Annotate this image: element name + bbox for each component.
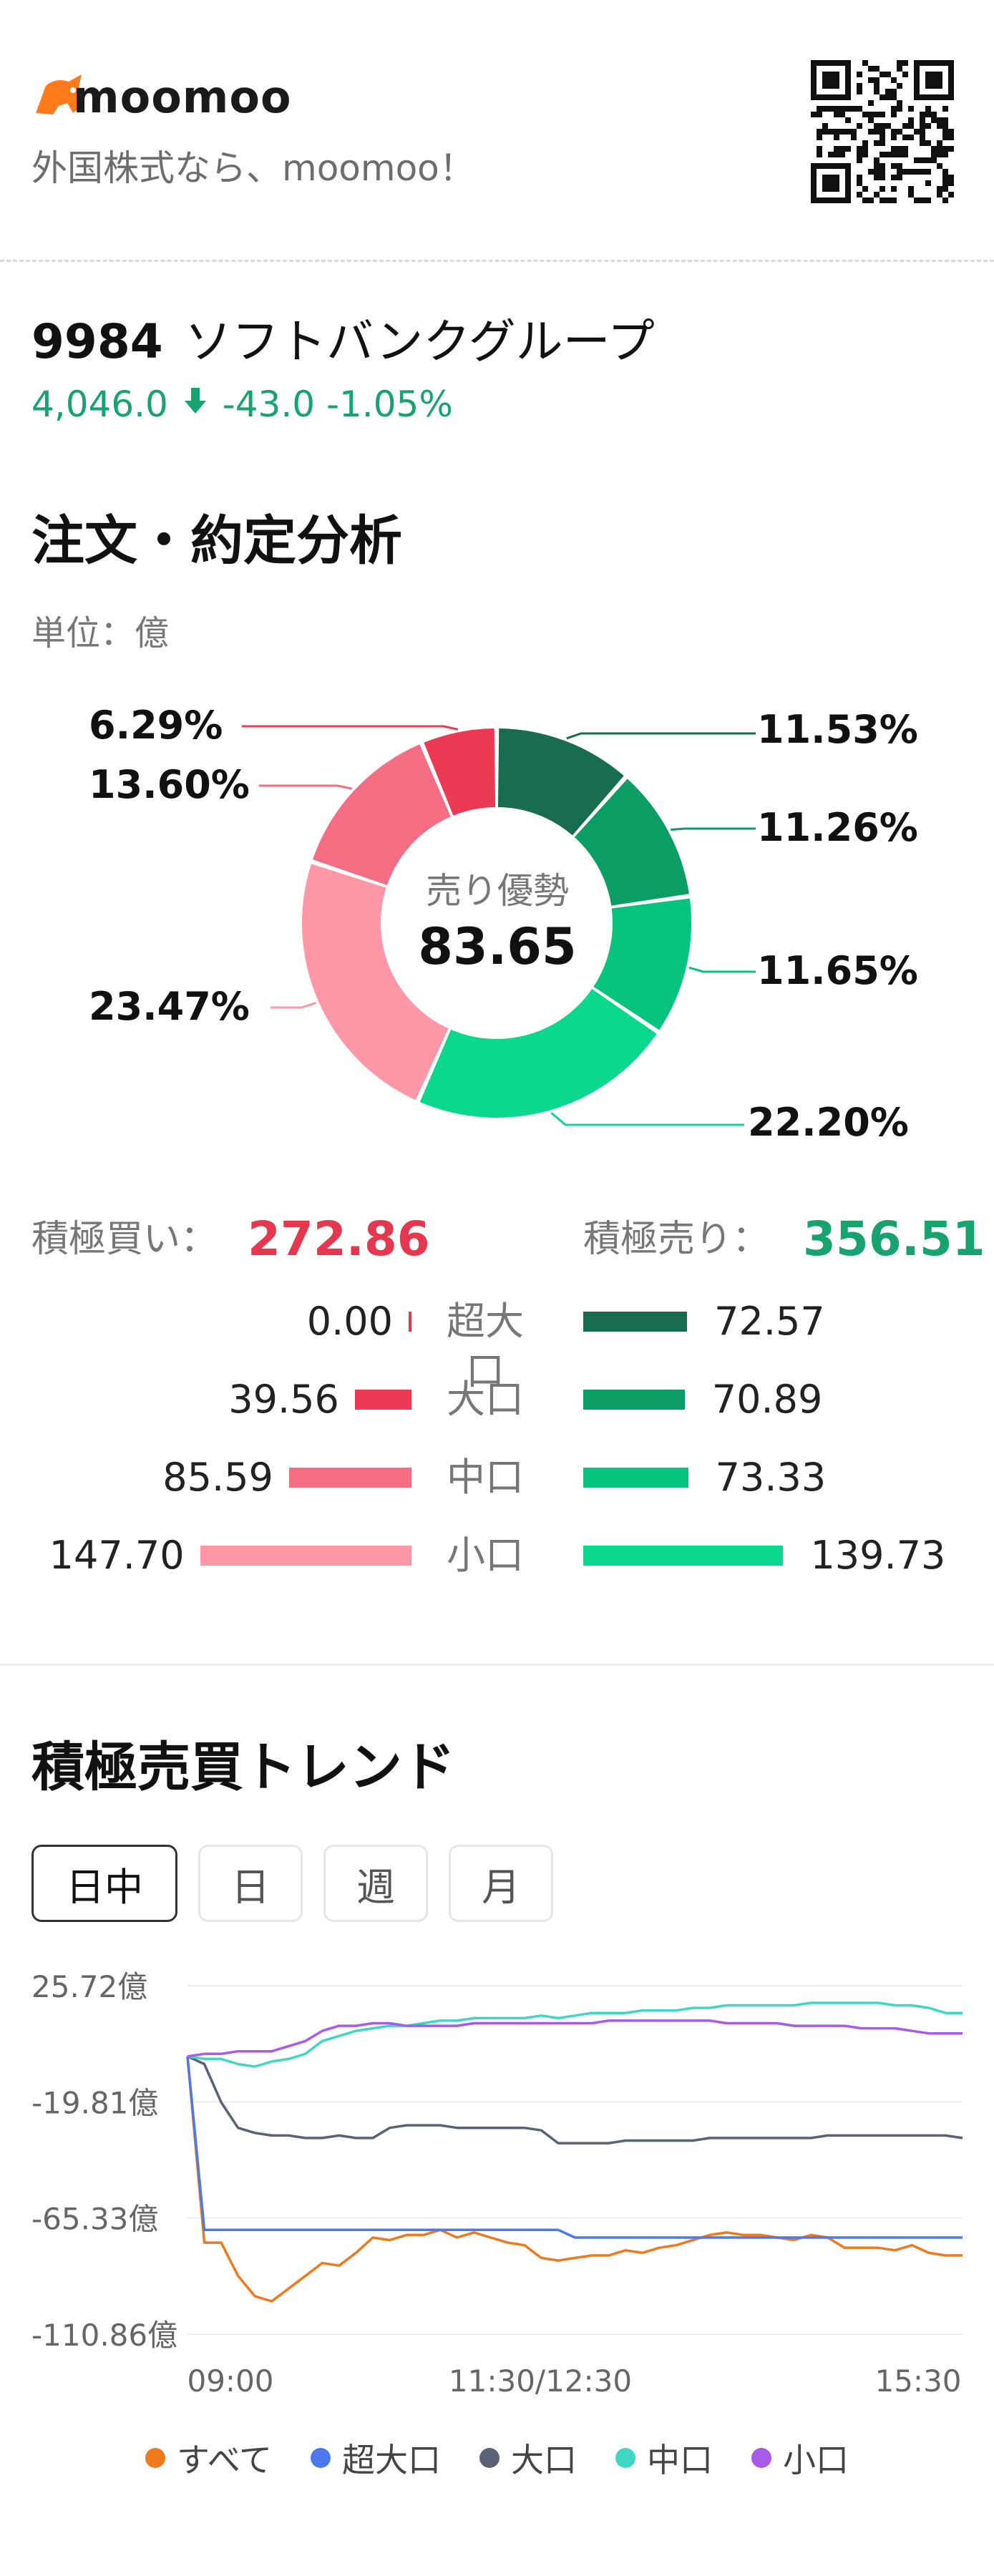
donut-segment-1 bbox=[574, 779, 689, 906]
series-line-4 bbox=[187, 2019, 963, 2058]
legend-label: 中口 bbox=[646, 2441, 713, 2479]
brand-name: moomoo bbox=[73, 71, 292, 123]
analysis-title: 注文・約定分析 bbox=[31, 510, 402, 572]
stock-price: 4,046.0 bbox=[31, 384, 168, 425]
legend-label: 超大口 bbox=[341, 2441, 441, 2479]
donut-segment-2 bbox=[593, 898, 691, 1030]
donut-leader-6 bbox=[242, 725, 459, 731]
arrow-down-icon bbox=[184, 388, 206, 414]
donut-label-4: 23.47% bbox=[89, 984, 250, 1029]
size-label: 超大口 bbox=[447, 1299, 524, 1394]
donut-label-1: 11.26% bbox=[757, 805, 918, 850]
header-divider bbox=[0, 260, 994, 262]
series-line-0 bbox=[186, 2056, 963, 2303]
sell-total: 356.51 bbox=[803, 1211, 985, 1267]
donut-leader-0 bbox=[566, 732, 756, 740]
stock-change: -43.0 bbox=[222, 384, 316, 425]
donut-segment-4 bbox=[301, 864, 449, 1101]
sell-value: 139.73 bbox=[810, 1533, 946, 1578]
legend-dot-icon bbox=[145, 2448, 166, 2468]
buy-bar bbox=[354, 1390, 411, 1410]
legend-label: 大口 bbox=[510, 2441, 577, 2479]
size-label: 中口 bbox=[447, 1455, 524, 1500]
sell-value: 70.89 bbox=[711, 1377, 823, 1422]
tab-day[interactable]: 日 bbox=[198, 1845, 303, 1922]
tab-week[interactable]: 週 bbox=[323, 1845, 428, 1922]
donut-segment-6 bbox=[424, 728, 496, 816]
y-tick-label: -65.33億 bbox=[31, 2202, 158, 2237]
size-label: 小口 bbox=[447, 1533, 524, 1578]
donut-leader-5 bbox=[259, 784, 353, 790]
unit-label: 単位：億 bbox=[31, 613, 170, 653]
legend-item-3: 中口 bbox=[615, 2434, 713, 2482]
legend-item-2: 大口 bbox=[479, 2434, 577, 2482]
buy-bar bbox=[288, 1468, 411, 1488]
legend-item-0: すべて bbox=[145, 2434, 272, 2482]
sell-bar bbox=[583, 1312, 688, 1332]
donut-segment-5 bbox=[312, 744, 451, 886]
tagline: 外国株式なら、moomoo！ bbox=[31, 147, 475, 189]
buy-value: 147.70 bbox=[49, 1533, 185, 1578]
buy-value: 0.00 bbox=[306, 1299, 393, 1344]
donut-chart bbox=[242, 725, 756, 1126]
donut-leader-4 bbox=[271, 1002, 317, 1009]
buy-value: 39.56 bbox=[228, 1377, 339, 1422]
donut-leader-2 bbox=[688, 966, 756, 973]
series-line-1 bbox=[186, 2056, 963, 2239]
tab-month[interactable]: 月 bbox=[449, 1845, 553, 1922]
series-line-3 bbox=[187, 2001, 963, 2068]
sell-bar bbox=[583, 1468, 688, 1488]
sell-value: 73.33 bbox=[715, 1455, 827, 1500]
qr-code-icon bbox=[811, 60, 954, 203]
sell-bar bbox=[583, 1546, 784, 1566]
stock-change-pct: -1.05% bbox=[326, 384, 453, 425]
buy-bar bbox=[200, 1546, 411, 1566]
donut-label-2: 11.65% bbox=[757, 948, 918, 993]
dominance-label: 売り優勢 bbox=[426, 870, 569, 912]
donut-segment-0 bbox=[497, 728, 624, 836]
y-tick-label: -19.81億 bbox=[31, 2085, 158, 2120]
buy-bar bbox=[409, 1312, 411, 1332]
legend-item-1: 超大口 bbox=[310, 2434, 441, 2482]
stock-name: ソフトバンクグループ bbox=[185, 314, 655, 369]
trend-title: 積極売買トレンド bbox=[31, 1737, 455, 1798]
y-tick-label: 25.72億 bbox=[31, 1969, 147, 2004]
section-divider bbox=[0, 1664, 994, 1666]
legend-dot-icon bbox=[751, 2448, 771, 2468]
legend-dot-icon bbox=[479, 2448, 500, 2468]
stock-quote: 4,046.0 -43.0 -1.05% bbox=[31, 379, 453, 429]
trend-line-chart: 25.72億 -19.81億 -65.33億 -110.86億 09:00 11:30/1… bbox=[31, 1969, 963, 2399]
legend-dot-icon bbox=[615, 2448, 635, 2468]
legend-item-4: 小口 bbox=[751, 2434, 849, 2482]
x-tick-label: 15:30 bbox=[874, 2363, 961, 2399]
donut-label-3: 22.20% bbox=[748, 1100, 909, 1145]
size-label: 大口 bbox=[447, 1377, 524, 1422]
donut-segment-3 bbox=[419, 989, 657, 1118]
x-tick-label: 09:00 bbox=[187, 2363, 273, 2399]
series-line-2 bbox=[187, 2055, 963, 2145]
donut-label-6: 6.29% bbox=[89, 703, 223, 748]
donut-label-5: 13.60% bbox=[89, 762, 250, 807]
sell-bar bbox=[583, 1390, 685, 1410]
buy-value: 85.59 bbox=[162, 1455, 273, 1500]
donut-leader-3 bbox=[550, 1112, 744, 1126]
legend-dot-icon bbox=[310, 2448, 331, 2468]
legend-label: すべて bbox=[177, 2441, 272, 2479]
buy-label: 積極買い： bbox=[31, 1218, 218, 1261]
buy-total: 272.86 bbox=[248, 1211, 430, 1267]
donut-label-0: 11.53% bbox=[757, 707, 918, 752]
chart-legend: すべて 超大口 大口 中口 小口 bbox=[0, 2429, 994, 2487]
stock-code: 9984 bbox=[31, 314, 163, 369]
sell-label: 積極売り： bbox=[583, 1218, 770, 1261]
tab-intraday[interactable]: 日中 bbox=[31, 1845, 177, 1922]
legend-label: 小口 bbox=[782, 2441, 849, 2479]
y-tick-label: -110.86億 bbox=[31, 2318, 177, 2353]
x-tick-label: 11:30/12:30 bbox=[449, 2363, 632, 2399]
moomoo-bull-icon bbox=[36, 74, 84, 114]
dominance-value: 83.65 bbox=[418, 917, 577, 976]
sell-value: 72.57 bbox=[714, 1299, 825, 1344]
